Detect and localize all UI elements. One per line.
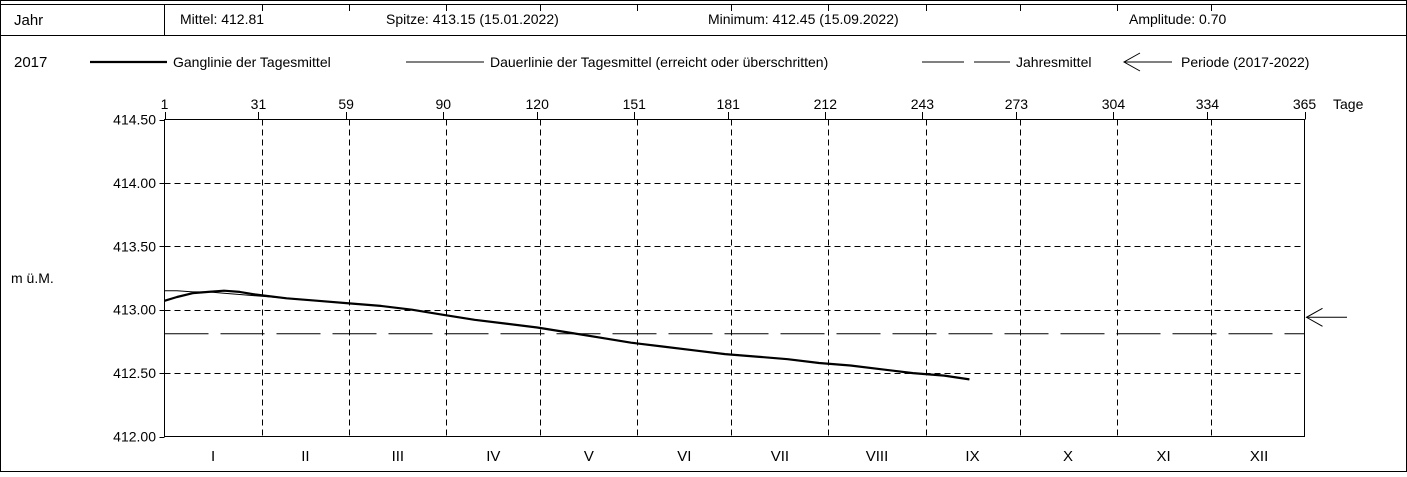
x-axis-ticks: 1 31 59 90 120 151 181 212 243 273 304 334 365 [161,96,1317,120]
legend-ganglinie-label: Ganglinie der Tagesmittel [173,54,331,70]
month-labels: I II III IV V VI VII VIII IX X XI XII [211,448,1268,465]
header-minimum: Minimum: 412.45 (15.09.2022) [708,11,899,27]
legend-jahresmittel-label: Jahresmittel [1016,54,1091,70]
x-tick-label: 212 [814,96,838,112]
legend-periode-arrow-icon [1122,52,1172,72]
month-label: III [392,448,405,465]
period-arrow-head [1305,307,1323,327]
grid [164,183,1305,374]
x-tick-label: 273 [1005,96,1029,112]
x-tick-label: 243 [911,96,935,112]
month-label: VII [771,448,789,465]
x-tick-label: 59 [338,96,354,112]
y-tick-label: 414.00 [113,175,156,191]
month-label: VI [677,448,691,465]
period-mean-arrow-icon [1305,307,1347,327]
month-label: IV [486,448,500,465]
x-tick-label: 334 [1196,96,1220,112]
header-amplitude: Amplitude: 0.70 [1129,11,1226,27]
month-label: IX [965,448,979,465]
y-tick-label: 412.50 [113,365,156,381]
x-tick-label: 31 [251,96,267,112]
legend-periode-label: Periode (2017-2022) [1181,54,1309,70]
y-tick-label: 413.50 [113,238,156,254]
y-axis-label: m ü.M. [11,270,54,286]
x-tick-label: 181 [717,96,741,112]
month-label: V [584,448,594,465]
legend-year: 2017 [14,54,47,71]
x-tick-label: 365 [1293,96,1317,112]
y-tick-label: 414.50 [113,112,156,128]
legend-dauerlinie-label: Dauerlinie der Tagesmittel (erreicht ode… [490,54,828,70]
series-layer [164,289,1305,381]
x-tick-label: 304 [1102,96,1126,112]
header-label: Jahr [14,12,43,29]
dauerlinie-line [164,290,970,380]
month-grid [262,119,1212,437]
ganglinie-line [164,289,970,381]
month-label: VIII [866,448,889,465]
y-axis-ticks: 412.00 412.50 413.00 413.50 414.00 414.50 [113,112,165,445]
month-label: II [301,448,309,465]
y-tick-label: 413.00 [113,302,156,318]
month-label: I [211,448,215,465]
plot-frame [164,119,1305,437]
month-label: X [1063,448,1073,465]
month-label: XII [1250,448,1268,465]
x-tick-label: 90 [435,96,451,112]
x-tick-label: 1 [161,96,169,112]
month-label: XI [1156,448,1170,465]
x-unit-label: Tage [1333,96,1364,112]
header-peak: Spitze: 413.15 (15.01.2022) [386,11,559,27]
header-mean: Mittel: 412.81 [180,11,264,27]
x-tick-label: 151 [623,96,647,112]
x-tick-label: 120 [526,96,550,112]
y-tick-label: 412.00 [113,429,156,445]
header-column-ticks [262,4,1212,11]
